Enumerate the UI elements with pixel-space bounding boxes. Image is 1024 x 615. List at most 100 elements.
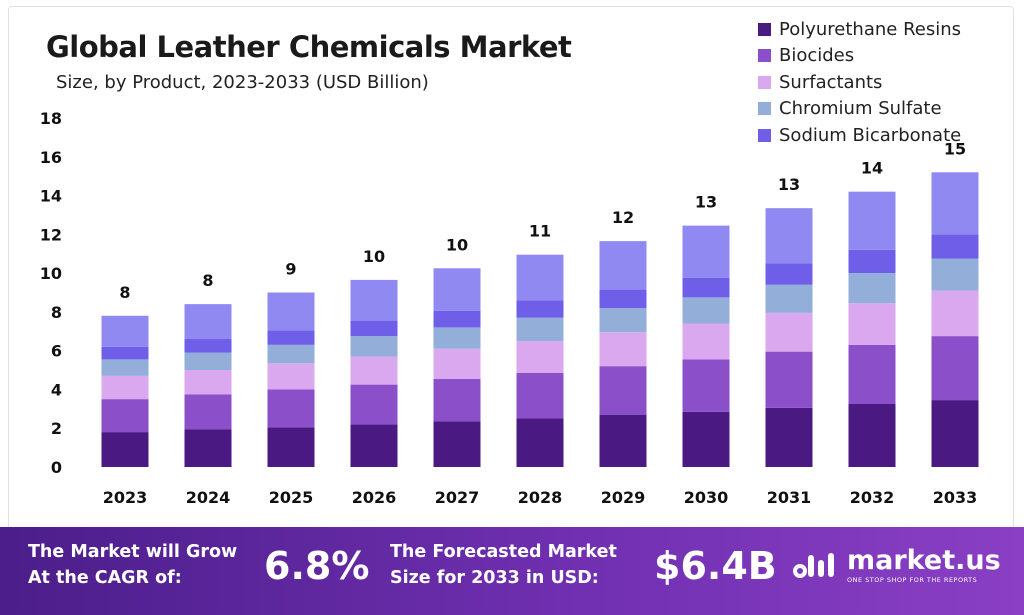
x-tick-label: 2030	[684, 488, 729, 507]
logo-name: market.us	[847, 545, 1001, 576]
bar-segment-biocides	[599, 366, 647, 415]
bar-segment-chromium-sulfate	[516, 317, 564, 341]
x-tick-label: 2032	[850, 488, 895, 507]
bar-segment-series-5	[350, 279, 398, 321]
bar-segment-series-5	[184, 304, 232, 340]
legend-item-sodium-bicarbonate: Sodium Bicarbonate	[758, 122, 1020, 149]
bar-segment-polyurethane-resins	[516, 418, 564, 467]
bar-segment-surfactants	[765, 312, 813, 352]
legend-item-polyurethane-resins: Polyurethane Resins	[758, 16, 1020, 43]
bar-segment-polyurethane-resins	[765, 407, 813, 467]
bar-segment-surfactants	[267, 363, 315, 390]
bar-total-label: 14	[861, 159, 883, 178]
bar-segment-sodium-bicarbonate	[931, 234, 979, 259]
bar-segment-biocides	[350, 384, 398, 425]
legend-label: Chromium Sulfate	[779, 98, 942, 120]
forecast-caption: The Forecasted Market Size for 2033 in U…	[390, 539, 617, 591]
market-us-logo[interactable]: market.us ONE STOP SHOP FOR THE REPORTS	[793, 547, 1001, 584]
bar-total-label: 10	[446, 235, 468, 254]
bar-segment-surfactants	[682, 323, 730, 360]
bar-segment-biocides	[433, 378, 481, 422]
bar-segment-sodium-bicarbonate	[267, 330, 315, 345]
bar-segment-chromium-sulfate	[433, 327, 481, 349]
y-tick-label: 10	[40, 264, 62, 283]
bar-total-label: 9	[285, 260, 296, 279]
bar-segment-series-5	[433, 268, 481, 311]
cagr-value: 6.8%	[264, 544, 370, 588]
bar-segment-biocides	[184, 394, 232, 430]
bar-segment-polyurethane-resins	[599, 414, 647, 467]
legend-swatch	[758, 128, 771, 142]
forecast-caption-line1: The Forecasted Market	[390, 542, 617, 562]
x-tick-label: 2029	[601, 488, 646, 507]
x-tick-label: 2031	[767, 488, 812, 507]
footer-banner: The Market will Grow At the CAGR of: 6.8…	[0, 527, 1024, 615]
bar-segment-sodium-bicarbonate	[848, 249, 896, 274]
bar-segment-biocides	[682, 359, 730, 412]
bar-segment-series-5	[931, 172, 979, 235]
bar-segment-sodium-bicarbonate	[184, 339, 232, 353]
forecast-caption-line2: Size for 2033 in USD:	[390, 568, 599, 588]
bar-segment-polyurethane-resins	[101, 432, 149, 467]
bar-segment-series-5	[848, 191, 896, 250]
bar-total-label: 12	[612, 208, 634, 227]
y-tick-label: 8	[51, 303, 62, 322]
bar-segment-polyurethane-resins	[931, 400, 979, 467]
legend-label: Polyurethane Resins	[779, 18, 962, 40]
bar-segment-surfactants	[599, 332, 647, 367]
legend-swatch	[758, 102, 771, 116]
bar-segment-surfactants	[931, 290, 979, 337]
bar-segment-biocides	[101, 399, 149, 433]
bar-segment-surfactants	[848, 303, 896, 345]
y-tick-label: 2	[51, 419, 62, 438]
bar-total-label: 13	[778, 175, 800, 194]
bar-segment-polyurethane-resins	[433, 421, 481, 467]
x-tick-label: 2024	[186, 488, 231, 507]
bar-total-label: 13	[695, 193, 717, 212]
bar-segment-biocides	[931, 336, 979, 401]
chart-subtitle: Size, by Product, 2023-2033 (USD Billion…	[56, 72, 429, 93]
bar-segment-sodium-bicarbonate	[599, 289, 647, 309]
bar-segment-biocides	[516, 372, 564, 419]
legend-swatch	[758, 75, 771, 89]
bar-segment-surfactants	[516, 340, 564, 373]
logo-text: market.us ONE STOP SHOP FOR THE REPORTS	[847, 545, 1001, 585]
bar-segment-surfactants	[101, 375, 149, 400]
bar-segment-polyurethane-resins	[267, 427, 315, 467]
bar-segment-chromium-sulfate	[350, 336, 398, 357]
x-tick-label: 2026	[352, 488, 397, 507]
cagr-caption-line2: At the CAGR of:	[28, 568, 182, 588]
bar-total-label: 8	[202, 271, 213, 290]
bar-segment-biocides	[848, 344, 896, 404]
bar-segment-sodium-bicarbonate	[350, 320, 398, 337]
y-tick-label: 18	[40, 109, 62, 128]
bar-segment-biocides	[765, 351, 813, 408]
bar-segment-polyurethane-resins	[682, 411, 730, 467]
x-tick-label: 2033	[933, 488, 978, 507]
bar-segment-chromium-sulfate	[682, 297, 730, 324]
y-tick-label: 16	[40, 148, 62, 167]
x-tick-label: 2023	[103, 488, 148, 507]
bar-segment-series-5	[101, 315, 149, 347]
bar-total-label: 10	[363, 247, 385, 266]
bar-total-label: 15	[944, 139, 966, 158]
bar-segment-chromium-sulfate	[599, 308, 647, 333]
bar-segment-sodium-bicarbonate	[101, 346, 149, 360]
bar-segment-series-5	[599, 241, 647, 290]
bar-segment-sodium-bicarbonate	[765, 263, 813, 285]
bar-segment-chromium-sulfate	[765, 284, 813, 313]
bar-segment-sodium-bicarbonate	[516, 300, 564, 318]
bar-segment-chromium-sulfate	[848, 273, 896, 304]
chart-title: Global Leather Chemicals Market	[46, 30, 572, 64]
bar-segment-chromium-sulfate	[101, 359, 149, 376]
y-tick-label: 0	[51, 458, 62, 477]
market-us-logo-icon	[793, 552, 834, 578]
legend-label: Biocides	[779, 45, 855, 67]
bar-segment-biocides	[267, 389, 315, 428]
bar-segment-polyurethane-resins	[184, 429, 232, 467]
bar-segment-polyurethane-resins	[350, 424, 398, 467]
cagr-caption-line1: The Market will Grow	[28, 542, 238, 562]
bar-segment-series-5	[682, 225, 730, 278]
legend-item-chromium-sulfate: Chromium Sulfate	[758, 96, 1020, 123]
y-tick-label: 6	[51, 342, 62, 361]
